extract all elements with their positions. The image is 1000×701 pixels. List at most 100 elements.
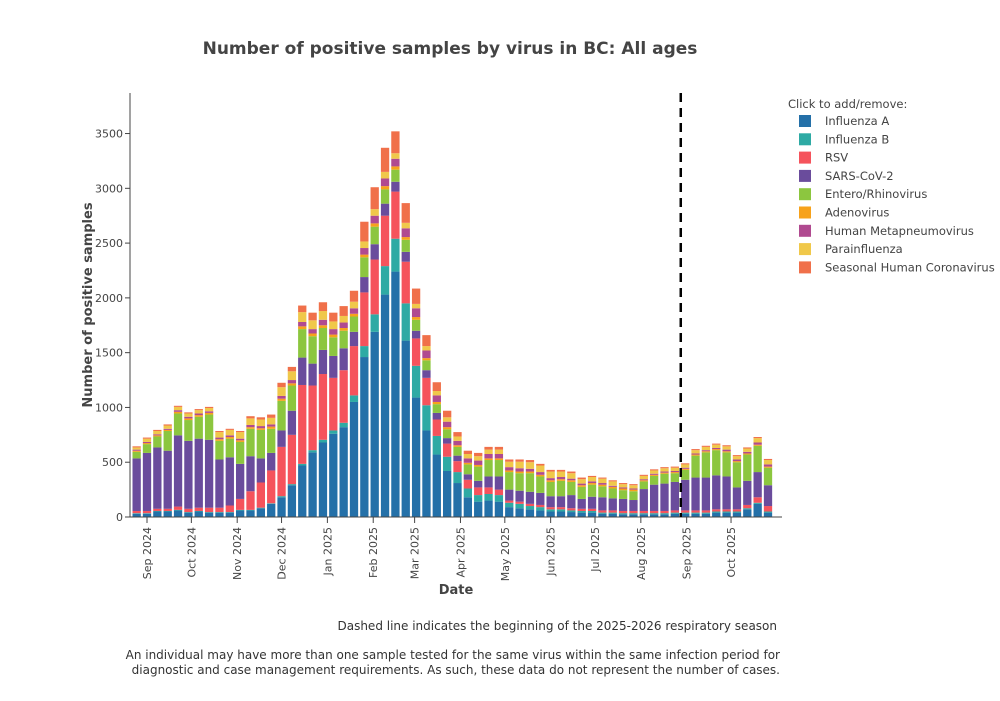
bar-segment-sars-cov-2[interactable]	[163, 450, 172, 509]
bar-segment-rsv[interactable]	[650, 510, 659, 514]
bar-segment-parainfluenza[interactable]	[577, 479, 586, 484]
bar-segment-entero-rhinovirus[interactable]	[153, 436, 162, 448]
bar-segment-rsv[interactable]	[287, 434, 297, 485]
bar-segment-seasonal-human-coronavirus[interactable]	[194, 409, 203, 411]
bar-segment-adenovirus[interactable]	[401, 237, 410, 240]
bar-segment-human-metapneumovirus[interactable]	[349, 308, 359, 314]
bar-segment-rsv[interactable]	[629, 510, 638, 514]
bar-segment-seasonal-human-coronavirus[interactable]	[556, 469, 566, 472]
bar-segment-influenza-a[interactable]	[474, 501, 483, 517]
bar-segment-influenza-b[interactable]	[256, 507, 265, 509]
legend-item-entero-rhinovirus[interactable]: Entero/Rhinovirus	[799, 187, 927, 201]
bar-segment-rsv[interactable]	[298, 384, 307, 464]
bar-segment-adenovirus[interactable]	[411, 317, 421, 320]
bar-segment-entero-rhinovirus[interactable]	[142, 444, 152, 453]
bar-segment-influenza-a[interactable]	[132, 513, 141, 517]
bar-segment-influenza-a[interactable]	[349, 401, 359, 517]
bar-segment-rsv[interactable]	[163, 508, 172, 511]
bar-segment-influenza-b[interactable]	[546, 509, 555, 512]
bar-segment-influenza-a[interactable]	[339, 427, 348, 517]
bar-segment-parainfluenza[interactable]	[753, 438, 762, 443]
bar-segment-sars-cov-2[interactable]	[546, 496, 555, 508]
bar-segment-seasonal-human-coronavirus[interactable]	[329, 312, 338, 322]
bar-segment-influenza-b[interactable]	[184, 512, 193, 513]
bar-segment-seasonal-human-coronavirus[interactable]	[598, 477, 607, 479]
bar-segment-rsv[interactable]	[670, 510, 679, 513]
bar-segment-adenovirus[interactable]	[453, 445, 462, 447]
bar-segment-sars-cov-2[interactable]	[453, 455, 462, 462]
bar-segment-sars-cov-2[interactable]	[184, 440, 193, 509]
legend-item-rsv[interactable]: RSV	[799, 151, 848, 165]
bar-segment-human-metapneumovirus[interactable]	[494, 454, 504, 459]
bar-segment-adenovirus[interactable]	[743, 453, 752, 455]
bar-segment-influenza-a[interactable]	[701, 513, 711, 517]
bar-segment-influenza-a[interactable]	[660, 514, 669, 517]
bar-segment-rsv[interactable]	[308, 385, 317, 451]
bar-segment-seasonal-human-coronavirus[interactable]	[318, 302, 328, 312]
bar-segment-rsv[interactable]	[453, 461, 462, 473]
bar-segment-sars-cov-2[interactable]	[525, 491, 535, 504]
bar-segment-human-metapneumovirus[interactable]	[732, 459, 742, 462]
bar-segment-influenza-b[interactable]	[132, 513, 141, 514]
bar-segment-influenza-a[interactable]	[587, 512, 597, 517]
bar-segment-seasonal-human-coronavirus[interactable]	[722, 445, 731, 447]
bar-segment-parainfluenza[interactable]	[370, 209, 379, 216]
bar-segment-rsv[interactable]	[184, 508, 193, 513]
bar-segment-influenza-a[interactable]	[670, 513, 679, 517]
bar-segment-adenovirus[interactable]	[536, 474, 545, 477]
bar-segment-rsv[interactable]	[681, 510, 690, 513]
bar-segment-influenza-a[interactable]	[422, 430, 431, 517]
bar-segment-rsv[interactable]	[577, 508, 586, 511]
bar-segment-influenza-b[interactable]	[577, 510, 586, 513]
bar-segment-rsv[interactable]	[432, 419, 441, 436]
bar-segment-sars-cov-2[interactable]	[329, 355, 338, 378]
bar-segment-parainfluenza[interactable]	[681, 464, 690, 468]
bar-segment-sars-cov-2[interactable]	[474, 480, 483, 488]
bar-segment-entero-rhinovirus[interactable]	[639, 481, 648, 490]
bar-segment-seasonal-human-coronavirus[interactable]	[608, 480, 617, 482]
bar-segment-human-metapneumovirus[interactable]	[536, 472, 545, 475]
bar-segment-entero-rhinovirus[interactable]	[339, 330, 348, 349]
bar-segment-human-metapneumovirus[interactable]	[153, 434, 162, 436]
bar-segment-adenovirus[interactable]	[474, 464, 483, 467]
bar-segment-adenovirus[interactable]	[173, 411, 183, 414]
bar-segment-human-metapneumovirus[interactable]	[411, 308, 421, 318]
bar-segment-parainfluenza[interactable]	[505, 461, 514, 468]
bar-segment-seasonal-human-coronavirus[interactable]	[132, 446, 141, 448]
bar-segment-influenza-a[interactable]	[225, 512, 234, 517]
bar-segment-rsv[interactable]	[556, 507, 566, 510]
bar-segment-human-metapneumovirus[interactable]	[660, 471, 669, 473]
bar-segment-rsv[interactable]	[732, 509, 742, 512]
bar-segment-seasonal-human-coronavirus[interactable]	[629, 484, 638, 486]
bar-segment-influenza-a[interactable]	[318, 442, 328, 517]
bar-segment-influenza-b[interactable]	[308, 450, 317, 453]
bar-segment-adenovirus[interactable]	[670, 472, 679, 474]
bar-segment-influenza-a[interactable]	[277, 497, 286, 517]
bar-segment-human-metapneumovirus[interactable]	[701, 450, 711, 452]
bar-segment-influenza-b[interactable]	[712, 511, 721, 513]
bar-segment-influenza-a[interactable]	[308, 452, 317, 517]
bar-segment-rsv[interactable]	[474, 487, 483, 496]
bar-segment-parainfluenza[interactable]	[525, 462, 535, 469]
bar-segment-sars-cov-2[interactable]	[142, 452, 152, 511]
bar-segment-adenovirus[interactable]	[753, 444, 762, 446]
bar-segment-influenza-a[interactable]	[370, 331, 379, 517]
bar-segment-sars-cov-2[interactable]	[308, 363, 317, 386]
bar-segment-influenza-b[interactable]	[701, 512, 711, 514]
bar-segment-adenovirus[interactable]	[577, 485, 586, 487]
bar-segment-rsv[interactable]	[142, 510, 152, 514]
bar-segment-parainfluenza[interactable]	[422, 346, 431, 351]
bar-segment-influenza-a[interactable]	[142, 513, 152, 517]
bar-segment-entero-rhinovirus[interactable]	[577, 486, 586, 499]
bar-segment-sars-cov-2[interactable]	[681, 479, 690, 511]
bar-segment-influenza-b[interactable]	[753, 502, 762, 504]
bar-segment-sars-cov-2[interactable]	[484, 476, 493, 488]
bar-segment-parainfluenza[interactable]	[567, 473, 576, 479]
bar-segment-sars-cov-2[interactable]	[380, 203, 390, 216]
bar-segment-seasonal-human-coronavirus[interactable]	[153, 429, 162, 431]
bar-segment-rsv[interactable]	[701, 510, 711, 513]
legend-item-adenovirus[interactable]: Adenovirus	[799, 206, 889, 220]
bar-segment-sars-cov-2[interactable]	[618, 498, 628, 511]
bar-segment-influenza-a[interactable]	[763, 512, 773, 517]
bar-segment-influenza-a[interactable]	[329, 433, 338, 517]
